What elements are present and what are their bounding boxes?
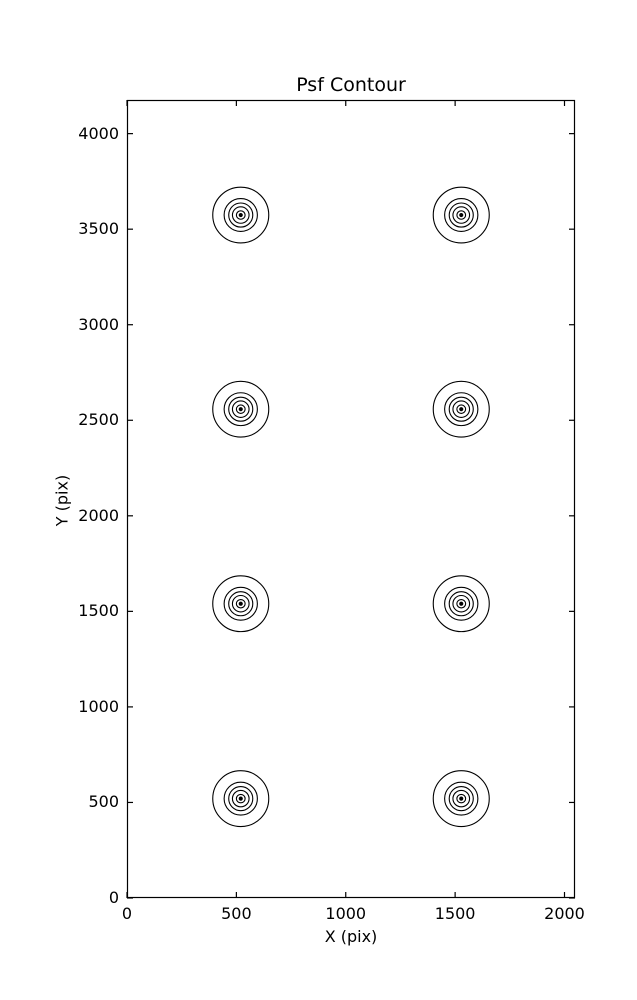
y-tick-label: 2500: [78, 410, 119, 430]
psf-contour-ring: [432, 380, 490, 438]
psf-contour-cluster: [212, 380, 270, 438]
plot-title: Psf Contour: [296, 74, 406, 96]
psf-contour-ring: [444, 392, 479, 427]
psf-contour-peak: [238, 796, 243, 801]
psf-contour-ring: [235, 210, 246, 220]
y-axis-label: Y (pix): [52, 474, 72, 527]
psf-contour-peak: [459, 796, 464, 801]
psf-contour-ring: [432, 770, 490, 828]
psf-contour-ring: [231, 206, 250, 224]
psf-contour-ring: [235, 598, 246, 609]
psf-contour-cluster: [212, 575, 270, 633]
y-tick-label: 500: [88, 792, 119, 812]
psf-contour-ring: [212, 380, 270, 438]
psf-contour-ring: [235, 404, 246, 414]
psf-contour-ring: [448, 396, 474, 422]
psf-contour-peak: [238, 407, 243, 412]
x-tick-label: 0: [121, 904, 133, 923]
psf-contour-ring: [444, 781, 479, 816]
psf-contour-ring: [444, 198, 479, 233]
y-tick-label: 1500: [78, 601, 119, 621]
psf-contour-ring: [228, 202, 254, 228]
x-tick-label: 1000: [325, 904, 367, 923]
psf-contour-ring: [231, 400, 250, 418]
psf-contour-ring: [456, 598, 467, 609]
plot-frame: [126, 99, 576, 899]
psf-contour-peak: [459, 601, 464, 606]
psf-contour-ring: [448, 786, 474, 812]
psf-contour-ring: [212, 575, 270, 633]
psf-contour-ring: [448, 591, 474, 617]
psf-contour-peak: [459, 407, 464, 412]
psf-contour-ring: [456, 404, 467, 414]
psf-contour-ring: [212, 186, 270, 244]
psf-contour-ring: [212, 770, 270, 828]
psf-contour-ring: [452, 400, 471, 418]
psf-contour-ring: [452, 594, 471, 613]
x-axis-label: X (pix): [324, 927, 378, 946]
psf-contour-ring: [452, 206, 471, 224]
psf-contour-ring: [448, 202, 474, 228]
psf-contour-ring: [223, 586, 258, 621]
y-tick-label: 3000: [78, 314, 119, 334]
psf-contour-ring: [432, 575, 490, 633]
psf-contour-ring: [228, 786, 254, 812]
y-tick-label: 0: [108, 888, 119, 907]
x-tick-label: 1500: [434, 904, 476, 923]
psf-contour-peak: [238, 601, 243, 606]
psf-contour-peak: [459, 212, 464, 218]
psf-contour-ring: [223, 781, 258, 816]
y-tick-label: 3500: [78, 219, 119, 239]
plot-area: [126, 99, 576, 899]
psf-contour-ring: [456, 793, 467, 804]
x-tick-label: 500: [221, 904, 252, 923]
psf-contour-cluster: [432, 380, 490, 438]
psf-contour-ring: [228, 591, 254, 617]
psf-contour-ring: [231, 789, 250, 808]
psf-contour-cluster: [432, 575, 490, 633]
psf-contour-ring: [444, 586, 479, 621]
psf-contour-ring: [231, 594, 250, 613]
psf-contour-ring: [228, 396, 254, 422]
psf-contour-ring: [223, 198, 258, 233]
psf-contour-peak: [238, 212, 243, 218]
psf-contour-ring: [235, 793, 246, 804]
x-tick-label: 2000: [544, 904, 585, 923]
y-tick-label: 1000: [78, 696, 119, 716]
psf-contour-cluster: [212, 186, 270, 244]
psf-contour-cluster: [432, 186, 490, 244]
y-tick-label: 2000: [78, 505, 119, 525]
psf-contour-ring: [432, 186, 490, 244]
psf-contour-ring: [452, 789, 471, 808]
psf-contour-cluster: [212, 770, 270, 828]
psf-contour-ring: [223, 392, 258, 427]
psf-contour-cluster: [432, 770, 490, 828]
psf-contour-ring: [456, 210, 467, 220]
y-tick-label: 4000: [78, 123, 119, 143]
